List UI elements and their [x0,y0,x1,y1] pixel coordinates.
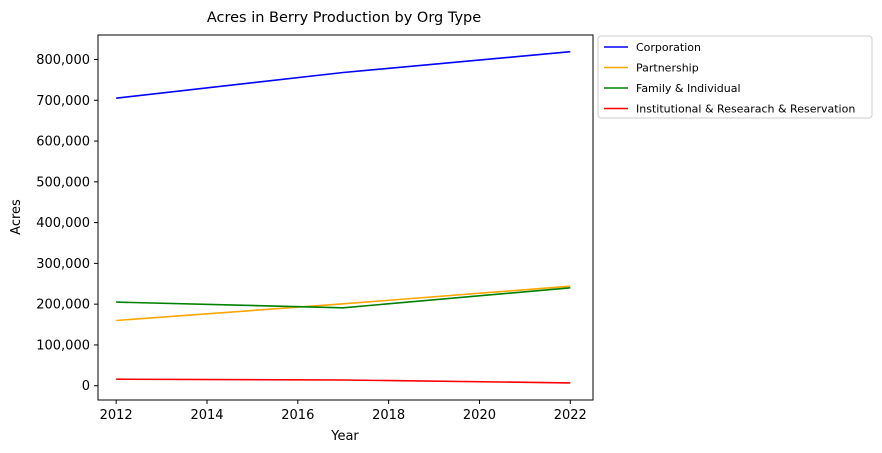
plot-frame [97,34,594,401]
y-tick-label: 300,000 [36,257,90,272]
legend-label-family-individual: Family & Individual [636,82,741,95]
y-tick-label: 800,000 [36,53,90,68]
y-tick-label: 600,000 [36,135,90,150]
legend-label-corporation: Corporation [636,41,701,54]
series-line-family-individual [116,287,571,309]
y-tick-label: 500,000 [36,175,90,190]
y-axis-title: Acres [9,199,24,235]
x-axis-title: Year [330,429,359,444]
y-tick-label: 700,000 [36,94,90,109]
x-tick-label: 2020 [463,408,496,423]
plot-lines [116,50,571,384]
legend-frame [597,35,873,119]
x-tick-label: 2022 [554,408,587,423]
y-tick-label: 200,000 [36,298,90,313]
chart-title: Acres in Berry Production by Org Type [207,10,481,26]
x-tick-label: 2018 [372,408,405,423]
series-line-institutional-researach-reservation [116,378,571,384]
x-axis: 2012 2014 2016 2018 2020 2022 [100,400,587,423]
series-line-corporation [116,50,571,99]
y-tick-label: 0 [82,379,90,394]
legend: Corporation Partnership Family & Individua… [597,35,873,119]
x-tick-label: 2012 [100,408,133,423]
y-tick-label: 100,000 [36,338,90,353]
legend-label-partnership: Partnership [636,62,699,75]
x-tick-label: 2016 [281,408,314,423]
x-tick-label: 2014 [190,408,223,423]
legend-label-institutional-researach-reservation: Institutional & Researach & Reservation [636,103,855,116]
series-line-partnership [116,285,571,322]
y-axis: 0 100,000 200,000 300,000 400,000 500,000 600,… [36,53,98,394]
y-tick-label: 400,000 [36,216,90,231]
